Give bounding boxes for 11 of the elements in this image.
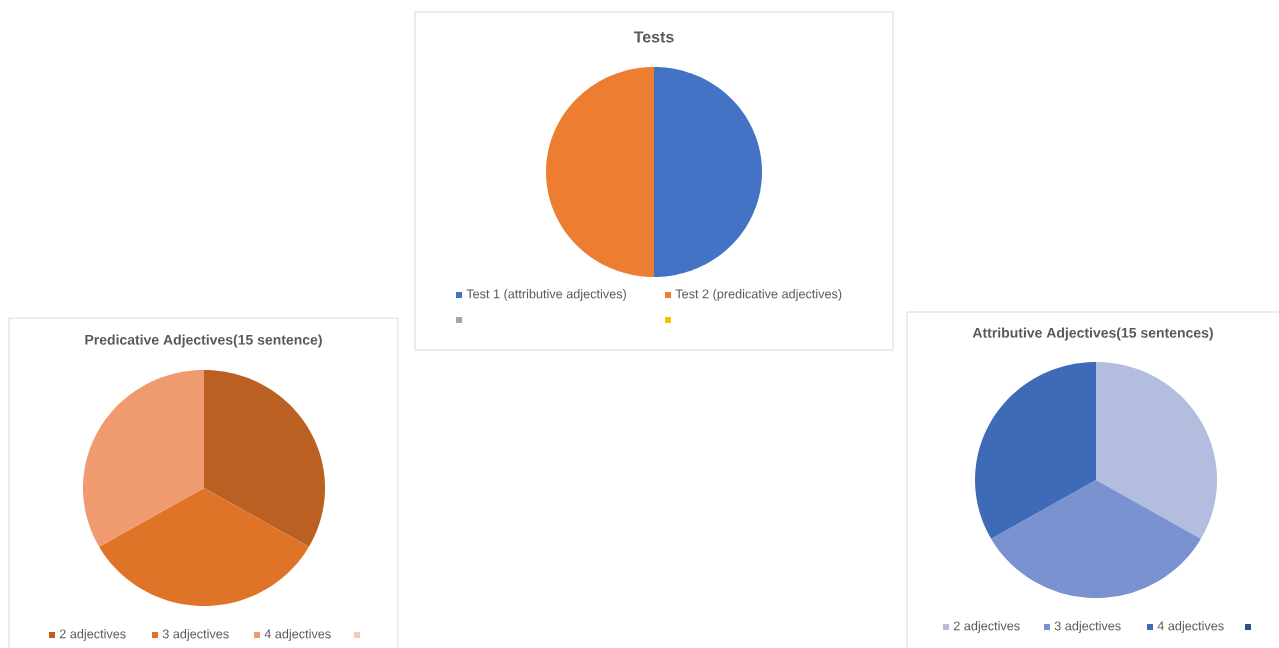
chart-title: Tests [633,31,674,43]
legend-label: 4 adjectives [1157,621,1224,633]
legend-label: 3 adjectives [1054,621,1121,633]
legend-label: 4 adjectives [264,629,331,641]
chart-title: Attributive Adjectives(15 sentences) [972,327,1213,341]
legend-label: Test 1 (attributive adjectives) [466,289,626,301]
legend-label: 3 adjectives [162,629,229,641]
legend-label: 2 adjectives [953,621,1020,633]
legend-label: 2 adjectives [59,629,126,641]
legend-label: Test 2 (predicative adjectives) [675,289,842,301]
chart-title: Predicative Adjectives(15 sentence) [85,334,322,348]
